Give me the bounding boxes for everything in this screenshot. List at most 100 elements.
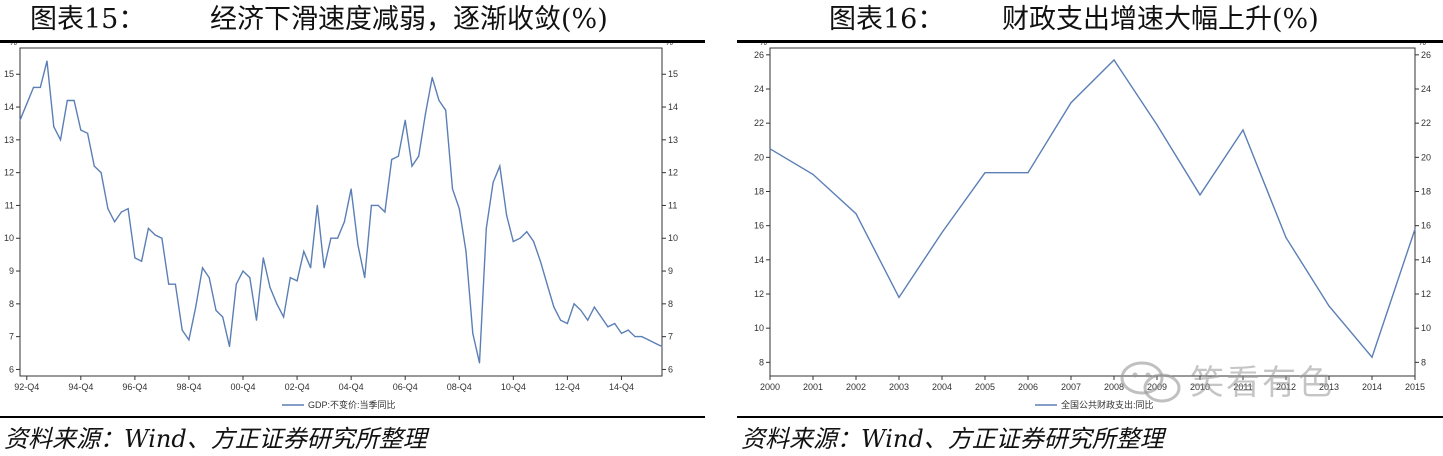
data-point — [330, 237, 332, 239]
y-tick-label-right: 8 — [1421, 357, 1426, 367]
x-tick-label: 08-Q4 — [447, 382, 472, 392]
data-point — [465, 250, 467, 252]
data-point — [1242, 129, 1244, 131]
data-point — [560, 319, 562, 321]
data-point — [357, 244, 359, 246]
data-point — [59, 139, 62, 141]
data-point — [53, 126, 55, 128]
figure-title: 财政支出增速大幅上升(%) — [1002, 4, 1319, 35]
legend-label: GDP:不变价:当季同比 — [308, 399, 396, 410]
data-point — [215, 309, 217, 311]
data-point — [228, 345, 231, 348]
y-tick-label-left: 24 — [754, 84, 764, 94]
data-point — [1027, 172, 1029, 174]
y-tick-label-right: 22 — [1421, 118, 1431, 128]
y-tick-label-left: 20 — [754, 152, 764, 162]
data-point — [438, 99, 440, 102]
data-point — [519, 237, 521, 239]
y-tick-label-left: 14 — [754, 255, 764, 265]
y-tick-label-left: 15 — [4, 69, 14, 79]
data-point — [533, 240, 535, 243]
data-point — [634, 336, 636, 338]
bottom-rule — [737, 416, 1443, 418]
y-tick-label-right: 16 — [1421, 221, 1431, 231]
x-tick-label: 04-Q4 — [339, 382, 364, 392]
data-point — [255, 319, 258, 321]
y-tick-label-left: 14 — [4, 102, 14, 112]
x-tick-label: 2005 — [975, 382, 995, 392]
data-point — [424, 113, 427, 115]
data-point — [580, 309, 582, 311]
data-point — [276, 303, 278, 305]
data-point — [620, 332, 623, 334]
y-tick-label-right: 26 — [1421, 50, 1431, 60]
x-tick-label: 06-Q4 — [393, 382, 418, 392]
chart-panel-gdp: 图表15： 经济下滑速度减弱，逐渐收敛(%) %% 6 6 7 7 8 8 9 9 10 10 11 1… — [0, 0, 705, 456]
data-point — [343, 221, 345, 223]
figure-label: 图表16： — [829, 4, 945, 35]
data-point — [600, 316, 602, 318]
data-point — [769, 148, 771, 150]
chart-title: 图表15： 经济下滑速度减弱，逐渐收敛(%) — [30, 2, 680, 38]
bottom-rule — [0, 416, 705, 418]
data-point — [397, 155, 399, 157]
data-point — [418, 155, 420, 157]
y-unit-right: % — [665, 43, 673, 47]
y-tick-label-right: 14 — [668, 102, 678, 112]
data-point — [898, 296, 900, 298]
data-point — [283, 316, 285, 318]
y-tick-label-right: 15 — [668, 69, 678, 79]
data-point — [506, 214, 508, 216]
x-tick-label: 2015 — [1405, 382, 1425, 392]
y-tick-label-left: 12 — [4, 168, 14, 178]
x-tick-label: 2008 — [1104, 382, 1124, 392]
x-tick-label: 94-Q4 — [68, 382, 93, 392]
wechat-logo-icon — [1120, 361, 1181, 403]
chart-panel-fiscal: 图表16： 财政支出增速大幅上升(%) %% 8 8 10 10 12 12 14 14 16 16… — [737, 0, 1443, 456]
data-point — [208, 277, 210, 279]
y-tick-label-right: 9 — [668, 266, 673, 276]
y-tick-label-left: 9 — [9, 266, 14, 276]
data-point — [812, 173, 814, 175]
data-point — [120, 211, 122, 213]
title-rule — [0, 40, 705, 43]
plot-frame — [19, 47, 663, 377]
data-point — [1371, 356, 1373, 358]
data-point — [526, 231, 528, 233]
source-note: 资料来源：Wind、方正证券研究所整理 — [4, 425, 427, 453]
data-point — [181, 329, 183, 331]
y-tick-label-left: 11 — [5, 200, 14, 210]
data-point — [100, 172, 102, 174]
y-tick-label-left: 8 — [9, 299, 14, 309]
data-point — [93, 165, 95, 167]
plot-frame — [769, 47, 1416, 377]
x-tick-label: 2006 — [1018, 382, 1038, 392]
data-point — [647, 339, 650, 341]
y-tick-label-right: 12 — [1421, 289, 1431, 299]
y-tick-label-left: 8 — [759, 357, 764, 367]
data-point — [364, 277, 366, 279]
data-point — [654, 342, 656, 344]
data-point — [614, 322, 616, 325]
x-tick-label: 10-Q4 — [501, 382, 526, 392]
x-tick-label: 98-Q4 — [176, 382, 201, 392]
y-tick-label-right: 14 — [1421, 255, 1431, 265]
data-point — [1113, 59, 1115, 61]
series-line — [19, 60, 663, 364]
data-point — [411, 165, 413, 167]
title-rule — [737, 40, 1443, 43]
data-point — [310, 267, 312, 269]
x-tick-label: 96-Q4 — [122, 382, 147, 392]
data-point — [607, 326, 609, 328]
data-point — [553, 306, 555, 308]
data-point — [107, 208, 109, 210]
data-point — [1285, 237, 1287, 239]
data-point — [262, 257, 264, 259]
data-point — [478, 362, 481, 364]
y-tick-label-left: 18 — [754, 187, 764, 197]
data-point — [661, 345, 663, 348]
data-point — [350, 188, 352, 190]
data-point — [566, 322, 569, 325]
figure-title: 经济下滑速度减弱，逐渐收敛(%) — [210, 4, 608, 35]
data-point — [573, 303, 575, 305]
